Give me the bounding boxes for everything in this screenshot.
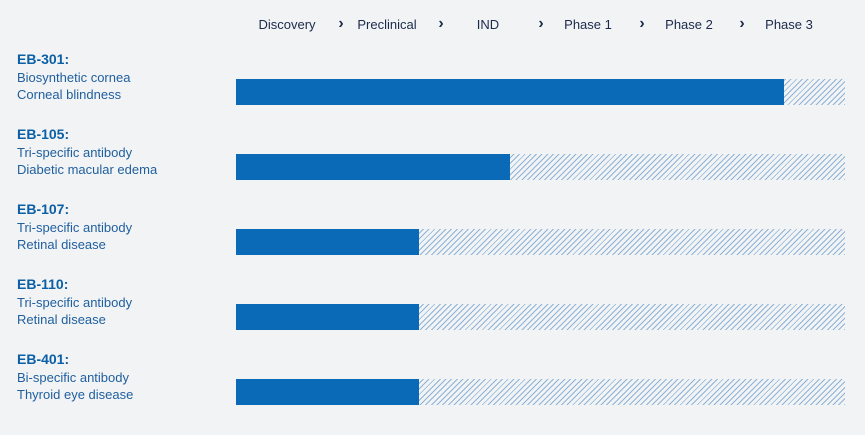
program-row: EB-301: Biosynthetic cornea Corneal blin… — [0, 51, 865, 121]
program-indication: Thyroid eye disease — [17, 387, 134, 402]
program-indication: Diabetic macular edema — [17, 162, 158, 177]
program-indication: Retinal disease — [17, 237, 106, 252]
progress-track — [236, 154, 845, 180]
progress-track — [236, 304, 845, 330]
program-id: EB-107: — [17, 201, 70, 217]
progress-bar — [236, 79, 785, 105]
progress-bar — [236, 379, 419, 405]
stage-header: Discovery › Preclinical › IND › Phase 1 … — [0, 0, 865, 50]
program-modality: Tri-specific antibody — [17, 295, 133, 310]
stage-label-phase-2: Phase 2 — [665, 17, 713, 32]
program-id: EB-401: — [17, 351, 70, 367]
chevron-right-icon: › — [338, 15, 344, 32]
progress-bar — [236, 304, 419, 330]
program-id: EB-110: — [17, 276, 69, 292]
program-row: EB-105: Tri-specific antibody Diabetic m… — [0, 126, 865, 196]
program-modality: Bi-specific antibody — [17, 370, 129, 385]
program-modality: Tri-specific antibody — [17, 145, 133, 160]
progress-track — [236, 379, 845, 405]
progress-track — [236, 79, 845, 105]
chevron-right-icon: › — [438, 15, 444, 32]
program-row: EB-401: Bi-specific antibody Thyroid eye… — [0, 351, 865, 421]
stage-label-discovery: Discovery — [258, 17, 316, 32]
chevron-right-icon: › — [739, 15, 745, 32]
stage-label-preclinical: Preclinical — [357, 17, 417, 32]
program-indication: Retinal disease — [17, 312, 106, 327]
progress-bar — [236, 229, 419, 255]
chevron-right-icon: › — [538, 15, 544, 32]
program-row: EB-107: Tri-specific antibody Retinal di… — [0, 201, 865, 271]
stage-label-ind: IND — [476, 17, 500, 32]
progress-bar — [236, 154, 511, 180]
stage-label-phase-3: Phase 3 — [765, 17, 813, 32]
stage-label-phase-1: Phase 1 — [564, 17, 612, 32]
program-row: EB-110: Tri-specific antibody Retinal di… — [0, 276, 865, 346]
program-modality: Tri-specific antibody — [17, 220, 133, 235]
chevron-right-icon: › — [639, 15, 645, 32]
program-id: EB-301: — [17, 51, 70, 67]
program-id: EB-105: — [17, 126, 70, 142]
program-modality: Biosynthetic cornea — [17, 70, 131, 85]
program-indication: Corneal blindness — [17, 87, 122, 102]
progress-track — [236, 229, 845, 255]
